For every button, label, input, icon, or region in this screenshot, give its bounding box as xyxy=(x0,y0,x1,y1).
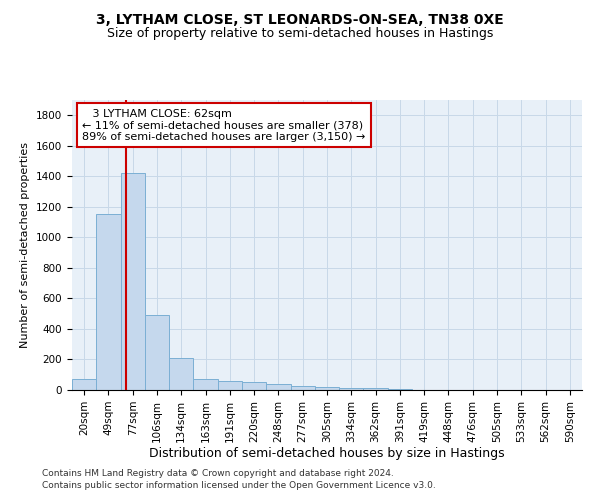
Bar xyxy=(290,386,315,390)
Bar xyxy=(339,388,364,390)
Bar xyxy=(121,174,145,390)
Text: Contains public sector information licensed under the Open Government Licence v3: Contains public sector information licen… xyxy=(42,481,436,490)
Bar xyxy=(218,380,242,390)
Bar xyxy=(315,387,339,390)
X-axis label: Distribution of semi-detached houses by size in Hastings: Distribution of semi-detached houses by … xyxy=(149,448,505,460)
Bar xyxy=(364,388,388,390)
Bar xyxy=(266,384,290,390)
Bar xyxy=(96,214,121,390)
Bar xyxy=(193,378,218,390)
Text: Contains HM Land Registry data © Crown copyright and database right 2024.: Contains HM Land Registry data © Crown c… xyxy=(42,468,394,477)
Bar xyxy=(145,315,169,390)
Text: 3 LYTHAM CLOSE: 62sqm
← 11% of semi-detached houses are smaller (378)
89% of sem: 3 LYTHAM CLOSE: 62sqm ← 11% of semi-deta… xyxy=(82,108,365,142)
Y-axis label: Number of semi-detached properties: Number of semi-detached properties xyxy=(20,142,31,348)
Bar xyxy=(242,382,266,390)
Text: 3, LYTHAM CLOSE, ST LEONARDS-ON-SEA, TN38 0XE: 3, LYTHAM CLOSE, ST LEONARDS-ON-SEA, TN3… xyxy=(96,12,504,26)
Bar xyxy=(169,358,193,390)
Bar xyxy=(388,389,412,390)
Text: Size of property relative to semi-detached houses in Hastings: Size of property relative to semi-detach… xyxy=(107,28,493,40)
Bar xyxy=(72,380,96,390)
